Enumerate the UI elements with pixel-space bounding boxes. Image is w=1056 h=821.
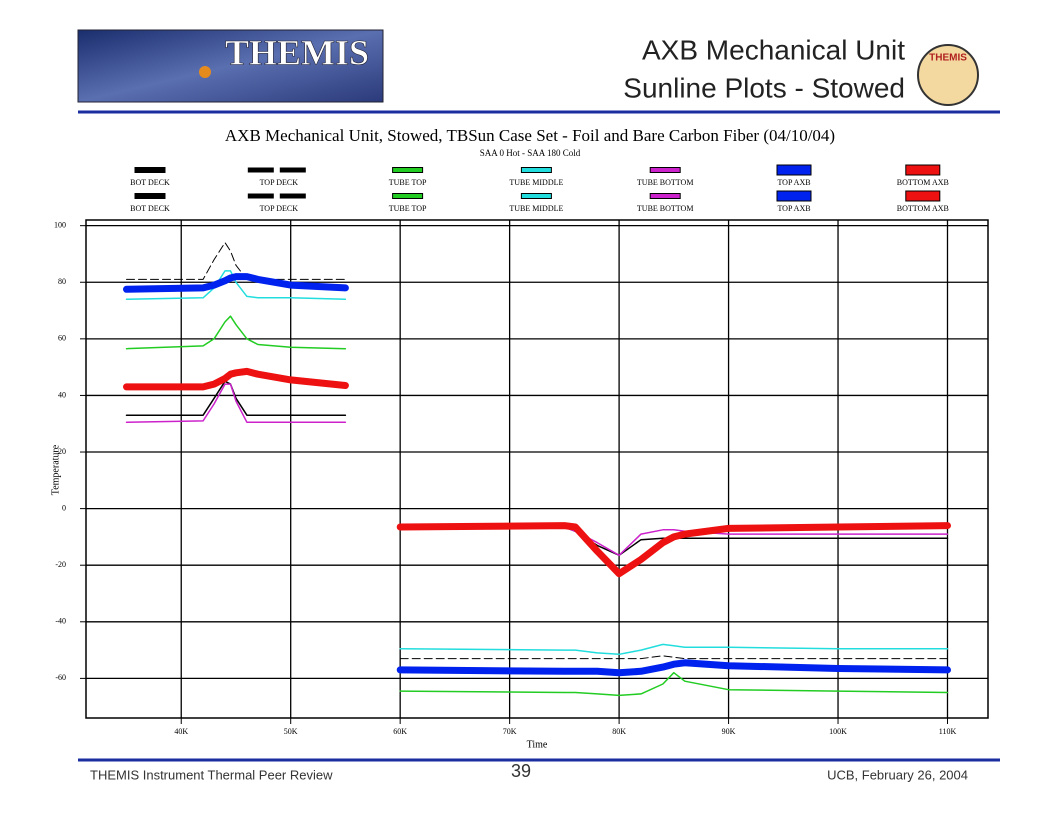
y-tick-label: 0 [62, 503, 66, 512]
x-tick-label: 60K [393, 727, 407, 736]
legend-label: TUBE MIDDLE [509, 178, 563, 187]
footer-right: UCB, February 26, 2004 [827, 767, 968, 782]
y-tick-label: 40 [58, 390, 66, 399]
legend-label: TOP AXB [777, 178, 810, 187]
y-axis-label: Temperature [50, 444, 61, 495]
y-tick-label: 60 [58, 334, 66, 343]
y-tick-label: 100 [54, 220, 66, 229]
footer-left: THEMIS Instrument Thermal Peer Review [90, 767, 333, 782]
plot-frame [85, 219, 989, 719]
series-line [123, 367, 349, 391]
legend-label: BOTTOM AXB [897, 178, 949, 187]
series-line [396, 659, 951, 677]
legend-label: TUBE MIDDLE [509, 204, 563, 213]
legend-label: BOT DECK [130, 204, 170, 213]
legend-swatch [134, 193, 166, 199]
series-line [399, 643, 949, 656]
series-line [125, 383, 347, 424]
legend-label: BOT DECK [130, 178, 170, 187]
legend-swatch [776, 164, 812, 176]
x-tick-label: 50K [284, 727, 298, 736]
slide-title: AXB Mechanical Unit [642, 34, 905, 65]
logo-box [77, 29, 384, 103]
x-axis-label: Time [527, 739, 548, 750]
series-line [399, 655, 948, 660]
series-line [123, 273, 349, 293]
legend-swatch [649, 167, 681, 173]
legend-label: TOP DECK [260, 178, 299, 187]
legend-swatch [776, 190, 812, 202]
x-tick-label: 40K [174, 727, 188, 736]
legend-label: TUBE TOP [389, 178, 427, 187]
legend-swatch [392, 193, 424, 199]
legend-swatch [134, 167, 166, 173]
x-tick-label: 80K [612, 727, 626, 736]
chart-subtitle: SAA 0 Hot - SAA 180 Cold [480, 148, 581, 158]
series-line [125, 315, 347, 350]
legend-swatch [520, 193, 552, 199]
badge-text: THEMIS [929, 53, 967, 64]
series-line [126, 242, 346, 280]
legend-swatch [247, 167, 274, 173]
legend-label: TUBE TOP [389, 204, 427, 213]
chart-title: AXB Mechanical Unit, Stowed, TBSun Case … [225, 126, 835, 145]
legend-swatch [279, 193, 306, 199]
legend-label: TOP DECK [260, 204, 299, 213]
legend-label: TOP AXB [777, 204, 810, 213]
page-number: 39 [511, 761, 531, 781]
legend-swatch [649, 193, 681, 199]
y-tick-label: -40 [55, 617, 66, 626]
legend-swatch [905, 164, 941, 176]
x-tick-label: 100K [829, 727, 847, 736]
legend-swatch [279, 167, 306, 173]
x-tick-label: 70K [503, 727, 517, 736]
y-tick-label: -60 [55, 673, 66, 682]
legend-label: BOTTOM AXB [897, 204, 949, 213]
legend-label: TUBE BOTTOM [637, 178, 694, 187]
y-tick-label: -20 [55, 560, 66, 569]
badge [917, 44, 979, 106]
legend-swatch [247, 193, 274, 199]
series-line [399, 526, 949, 557]
logo-text: THEMIS [225, 32, 369, 72]
legend-label: TUBE BOTTOM [637, 204, 694, 213]
legend-swatch [520, 167, 552, 173]
legend-swatch [392, 167, 424, 173]
legend-swatch [905, 190, 941, 202]
series-line [399, 671, 949, 697]
y-tick-label: 80 [58, 277, 66, 286]
logo-sun [199, 66, 211, 78]
series-line [396, 522, 951, 578]
x-tick-label: 90K [722, 727, 736, 736]
x-tick-label: 110K [939, 727, 957, 736]
y-tick-label: 20 [58, 447, 66, 456]
series-line [399, 526, 949, 557]
slide-title: Sunline Plots - Stowed [623, 72, 905, 103]
